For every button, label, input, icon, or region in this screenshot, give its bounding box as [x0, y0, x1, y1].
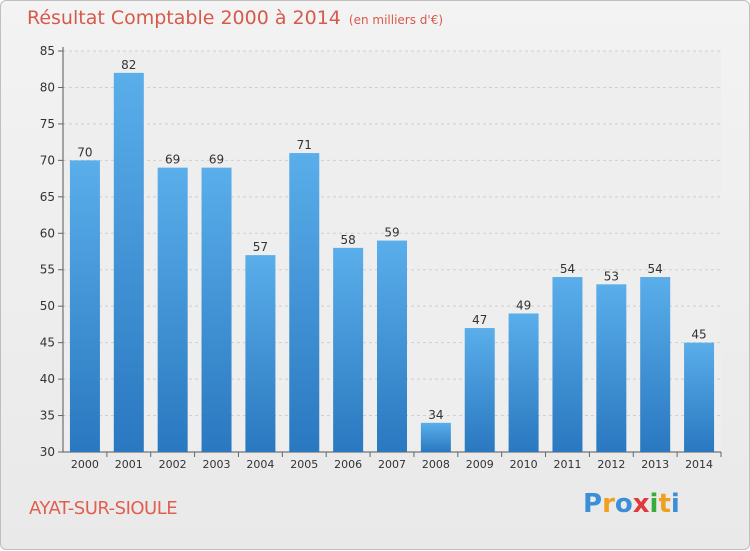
bar-2014 — [684, 342, 715, 452]
x-tick-label: 2001 — [115, 458, 143, 471]
title-text: Résultat Comptable 2000 à 2014 — [27, 7, 341, 29]
data-label: 82 — [121, 58, 136, 72]
data-label: 58 — [340, 233, 355, 247]
y-tick-label: 40 — [40, 372, 55, 386]
data-label: 57 — [253, 240, 268, 254]
x-tick-label: 2006 — [334, 458, 362, 471]
bar-2001 — [113, 72, 144, 452]
bar-2007 — [377, 240, 407, 452]
x-tick-label: 2000 — [71, 458, 99, 471]
bar-2008 — [420, 422, 451, 452]
logo-letter: P — [583, 489, 603, 519]
x-tick-label: 2004 — [246, 458, 274, 471]
x-tick-label: 2011 — [553, 458, 581, 471]
data-label: 53 — [604, 269, 619, 283]
bar-2004 — [245, 255, 276, 452]
commune-name: AYAT-SUR-SIOULE — [29, 498, 178, 519]
y-tick-label: 30 — [40, 445, 55, 459]
bar-2013 — [640, 277, 671, 452]
data-label: 69 — [165, 153, 180, 167]
y-tick-label: 70 — [40, 153, 55, 167]
bar-2012 — [596, 284, 627, 452]
logo-letter: o — [614, 489, 633, 519]
proxiti-logo: Proxiti — [583, 489, 680, 519]
bar-2002 — [157, 167, 188, 452]
bar-2011 — [552, 277, 583, 452]
x-tick-label: 2003 — [203, 458, 231, 471]
logo-letter: x — [632, 489, 650, 519]
data-label: 54 — [560, 262, 575, 276]
data-label: 59 — [384, 226, 399, 240]
logo-letter: i — [670, 489, 680, 519]
data-label: 45 — [691, 328, 706, 342]
x-tick-label: 2014 — [685, 458, 713, 471]
data-label: 34 — [428, 408, 443, 422]
y-tick-label: 35 — [40, 409, 55, 423]
y-tick-label: 75 — [40, 117, 55, 131]
bar-2000 — [69, 160, 100, 452]
y-tick-label: 50 — [40, 299, 55, 313]
x-tick-label: 2005 — [290, 458, 318, 471]
bar-2009 — [464, 328, 495, 452]
x-tick-label: 2013 — [641, 458, 669, 471]
data-label: 54 — [648, 262, 663, 276]
data-label: 49 — [516, 298, 531, 312]
chart-title: Résultat Comptable 2000 à 2014 (en millie… — [27, 7, 443, 29]
x-tick-label: 2009 — [466, 458, 494, 471]
x-tick-label: 2012 — [597, 458, 625, 471]
x-tick-label: 2007 — [378, 458, 406, 471]
y-tick-label: 85 — [40, 44, 55, 58]
bar-2006 — [333, 247, 364, 452]
bar-2010 — [508, 313, 539, 452]
bar-2003 — [201, 167, 232, 452]
logo-letter: r — [602, 489, 615, 519]
x-tick-label: 2002 — [159, 458, 187, 471]
y-tick-label: 60 — [40, 226, 55, 240]
chart-subtitle: (en milliers d'€) — [348, 13, 444, 27]
logo-letter: i — [649, 489, 659, 519]
y-tick-label: 65 — [40, 190, 55, 204]
x-tick-label: 2010 — [510, 458, 538, 471]
data-label: 69 — [209, 153, 224, 167]
data-label: 70 — [77, 145, 92, 159]
data-label: 47 — [472, 313, 487, 327]
y-tick-label: 55 — [40, 263, 55, 277]
y-tick-label: 45 — [40, 336, 55, 350]
bar-2005 — [289, 153, 320, 452]
y-tick-label: 80 — [40, 80, 55, 94]
data-label: 71 — [297, 138, 312, 152]
logo-letter: t — [658, 489, 671, 519]
x-tick-label: 2008 — [422, 458, 450, 471]
